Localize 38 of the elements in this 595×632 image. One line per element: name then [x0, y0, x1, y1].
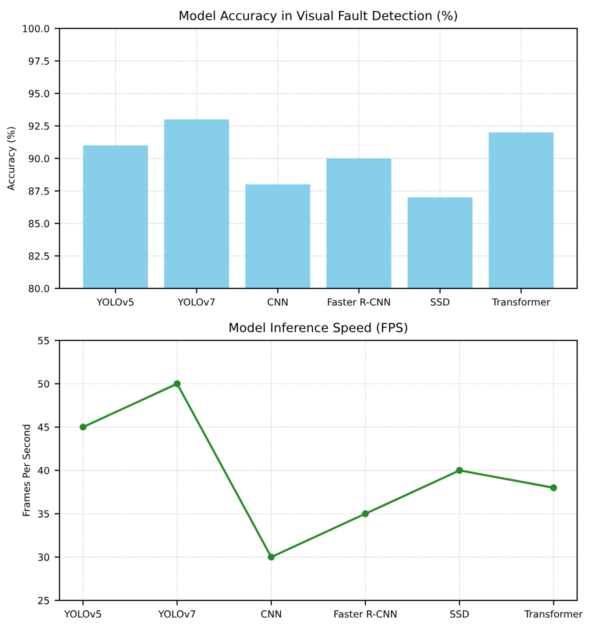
point: [362, 510, 369, 518]
chart-title: Model Accuracy in Visual Fault Detection (%): [180, 10, 458, 23]
x-tick-label: YOLOv7: [178, 298, 215, 306]
y-tick-label: 50: [38, 380, 50, 388]
x-tick-label: CNN: [261, 610, 281, 618]
y-tick-label: 95.0: [28, 90, 50, 98]
y-tick-label: 82.5: [28, 252, 49, 260]
y-tick-label: 30: [38, 554, 50, 561]
y-tick-label: 35: [38, 510, 49, 518]
y-tick-label: 40: [38, 466, 50, 474]
x-tick-label: Transformer: [524, 610, 583, 618]
y-tick-label: 25: [38, 596, 49, 604]
y-tick-label: 92.5: [28, 122, 49, 130]
x-tick-label: YOLOv7: [158, 610, 196, 618]
x-tick-label: SSD: [450, 610, 469, 618]
y-tick-label: 87.5: [28, 187, 49, 195]
y-tick-label: 45: [38, 424, 49, 431]
point: [80, 424, 86, 431]
y-tick-label: 100.0: [23, 24, 50, 32]
y-tick-label: 97.5: [28, 57, 49, 65]
point: [268, 554, 275, 561]
x-tick-label: SSD: [430, 298, 450, 306]
x-tick-label: CNN: [268, 298, 288, 306]
y-tick-label: 80.0: [28, 284, 50, 292]
y-tick-label: 90.0: [28, 154, 50, 162]
point: [550, 484, 558, 492]
y-axis-title: Accuracy (%): [6, 127, 16, 191]
x-tick-label: Transformer: [492, 298, 550, 306]
x-tick-label: Faster R-CNN: [328, 298, 390, 306]
x-tick-label: YOLOv5: [96, 298, 134, 306]
point: [456, 466, 463, 474]
y-tick-label: 85.0: [28, 220, 50, 228]
x-tick-label: YOLOv5: [64, 610, 102, 618]
y-axis-title: Frames Per Second: [22, 424, 30, 516]
chart-title: Model Inference Speed (FPS): [230, 322, 408, 335]
y-tick-label: 55: [38, 337, 49, 344]
x-tick-label: Faster R-CNN: [334, 610, 396, 618]
point: [174, 380, 181, 388]
